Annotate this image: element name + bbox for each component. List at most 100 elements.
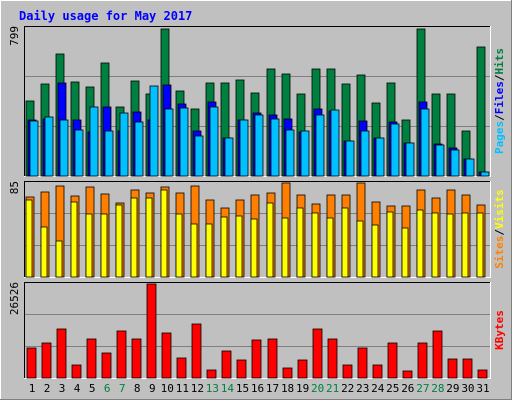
visits-bar-day-23 <box>356 220 364 278</box>
y-max-label-1: 799 <box>8 26 21 46</box>
visits-bar-day-7 <box>115 204 123 278</box>
kbytes-bar-day-11 <box>176 357 187 379</box>
pages-bar-day-3 <box>59 119 69 177</box>
day-label-26: 26 <box>401 382 414 395</box>
legend-part: / <box>493 114 506 121</box>
kbytes-bar-day-29 <box>447 358 458 379</box>
pages-bar-day-8 <box>134 121 144 177</box>
legend-part: Sites <box>493 236 506 269</box>
day-label-27: 27 <box>416 382 429 395</box>
pages-bar-day-10 <box>164 108 174 177</box>
kbytes-bar-day-15 <box>236 359 247 379</box>
visits-bar-day-9 <box>145 197 153 278</box>
side-legend-1: Pages/Files/Hits <box>493 48 506 154</box>
legend-part: / <box>493 74 506 81</box>
kbytes-bar-day-24 <box>372 364 383 379</box>
pages-bar-day-26 <box>405 142 415 177</box>
visits-bar-day-21 <box>326 217 334 278</box>
day-label-6: 6 <box>104 382 111 395</box>
day-label-18: 18 <box>281 382 294 395</box>
pages-bar-day-20 <box>315 114 325 177</box>
chart-title: Daily usage for May 2017 <box>19 9 192 23</box>
pages-bar-day-22 <box>345 140 355 177</box>
kbytes-bar-day-28 <box>432 330 443 379</box>
kbytes-bar-day-19 <box>297 359 308 379</box>
visits-bar-day-1 <box>25 199 33 278</box>
day-label-14: 14 <box>221 382 235 395</box>
day-label-12: 12 <box>191 382 204 395</box>
pages-bar-day-31 <box>480 171 490 177</box>
kbytes-bar-day-7 <box>116 330 127 379</box>
legend-part: KBytes <box>493 310 506 350</box>
day-label-9: 9 <box>149 382 156 395</box>
kbytes-bar-day-1 <box>26 347 37 379</box>
kbytes-bar-day-9 <box>146 283 157 379</box>
kbytes-bar-day-20 <box>312 328 323 379</box>
visits-bar-day-20 <box>311 212 319 278</box>
visits-bar-day-16 <box>250 218 258 278</box>
kbytes-bar-day-4 <box>71 364 82 379</box>
pages-bar-day-15 <box>239 119 249 177</box>
legend-part: Files <box>493 81 506 114</box>
kbytes-bar-day-17 <box>267 338 278 379</box>
day-label-23: 23 <box>356 382 369 395</box>
day-label-15: 15 <box>236 382 249 395</box>
kbytes-bar-day-27 <box>417 342 428 379</box>
day-label-30: 30 <box>461 382 474 395</box>
day-label-24: 24 <box>371 382 385 395</box>
pages-bar-day-19 <box>300 130 310 177</box>
kbytes-bar-day-13 <box>206 369 217 379</box>
kbytes-bar-day-2 <box>41 342 52 379</box>
visits-bar-day-26 <box>401 227 409 278</box>
visits-bar-day-14 <box>220 216 228 278</box>
visits-bar-day-3 <box>55 240 63 278</box>
visits-bar-day-8 <box>130 197 138 278</box>
pages-bar-day-28 <box>435 144 445 177</box>
kbytes-bar-day-8 <box>131 338 142 379</box>
kbytes-bar-day-18 <box>282 367 293 379</box>
kbytes-bar-day-26 <box>402 370 413 379</box>
kbytes-bar-day-21 <box>327 338 338 379</box>
chart-bars <box>25 28 490 379</box>
series-legends: Pages/Files/Hits Sites/Visits KBytes <box>493 48 506 350</box>
y-max-label-2: 85 <box>8 181 21 194</box>
pages-bar-day-12 <box>194 135 204 177</box>
day-label-4: 4 <box>74 382 81 395</box>
visits-bar-day-30 <box>461 212 469 278</box>
pages-bar-day-11 <box>179 107 189 177</box>
kbytes-bar-day-22 <box>342 364 353 379</box>
pages-bar-day-23 <box>360 130 370 177</box>
visits-bar-day-18 <box>281 217 289 278</box>
visits-bar-day-4 <box>70 201 78 278</box>
day-label-17: 17 <box>266 382 279 395</box>
kbytes-bar-day-25 <box>387 342 398 379</box>
pages-bar-day-17 <box>270 118 280 177</box>
kbytes-bar-day-30 <box>462 358 473 379</box>
day-label-5: 5 <box>89 382 96 395</box>
kbytes-bar-day-14 <box>221 350 232 379</box>
day-label-1: 1 <box>29 382 36 395</box>
day-axis-labels: 1 2 3 4 5 6 7 8 9 10 11 12 13 14 15 16 17 18 19 20 21 22 23 24 2… <box>29 382 490 395</box>
day-label-29: 29 <box>446 382 459 395</box>
kbytes-bar-day-16 <box>251 339 262 379</box>
pages-bar-day-25 <box>390 123 400 177</box>
visits-bar-day-19 <box>296 207 304 278</box>
day-label-3: 3 <box>59 382 66 395</box>
kbytes-bar-day-10 <box>161 332 172 379</box>
day-label-11: 11 <box>176 382 189 395</box>
day-label-25: 25 <box>386 382 399 395</box>
y-max-label-3: 26526 <box>8 282 21 315</box>
visits-bar-day-31 <box>476 212 484 278</box>
visits-bar-day-27 <box>416 209 424 278</box>
pages-bar-day-29 <box>450 149 460 177</box>
visits-bar-day-29 <box>446 213 454 278</box>
legend-part: Pages <box>493 121 506 154</box>
pages-bar-day-2 <box>44 116 54 177</box>
kbytes-bar-day-23 <box>357 347 368 379</box>
side-legend-2: Sites/Visits <box>493 189 506 269</box>
day-label-8: 8 <box>134 382 141 395</box>
pages-bar-day-16 <box>254 114 264 177</box>
day-label-2: 2 <box>44 382 51 395</box>
